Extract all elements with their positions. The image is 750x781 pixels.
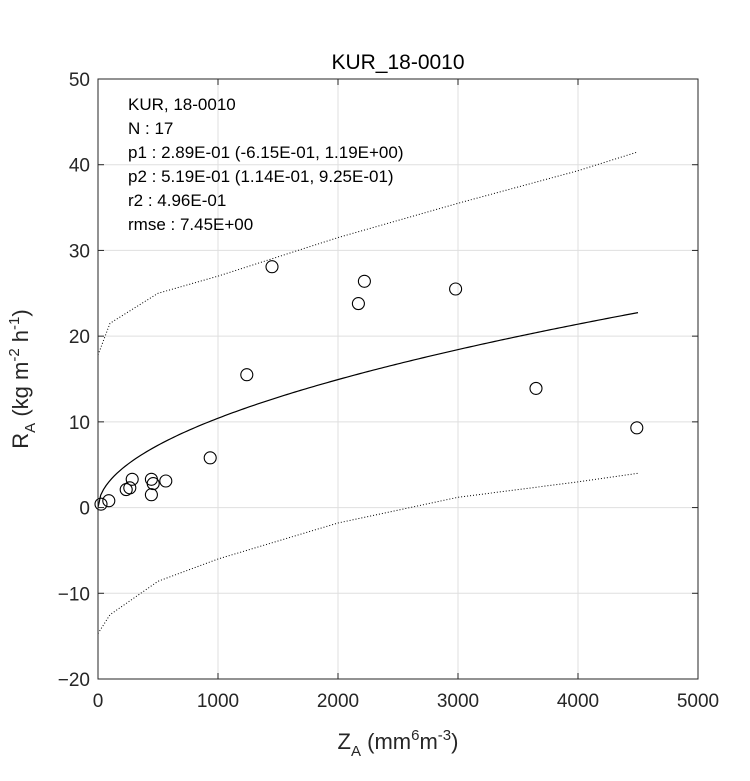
plot-frame xyxy=(97,78,699,680)
data-point xyxy=(529,381,543,395)
fit-line xyxy=(97,312,639,508)
stat-line-p1: p1 : 2.89E-01 (-6.15E-01, 1.19E+00) xyxy=(128,143,404,162)
stat-line-station: KUR, 18-0010 xyxy=(128,95,236,114)
data-point xyxy=(144,488,158,502)
data-point xyxy=(265,260,279,274)
y-tick-label: 20 xyxy=(69,327,90,348)
data-point xyxy=(123,481,137,495)
y-tick-label: 50 xyxy=(69,70,90,91)
stats-box: KUR, 18-0010 N : 17 p1 : 2.89E-01 (-6.15… xyxy=(128,95,404,234)
data-points xyxy=(94,260,644,511)
x-label-sub: A xyxy=(351,743,361,760)
data-point xyxy=(146,477,160,491)
confidence-lower-curve xyxy=(97,472,639,634)
y-label-unit-close: ) xyxy=(8,309,33,316)
x-axis-ticks: 0 1000 2000 3000 4000 5000 xyxy=(93,79,719,712)
y-label-unit-open: (kg m xyxy=(8,362,33,423)
x-tick-label: 0 xyxy=(93,691,104,712)
y-tick-label: −20 xyxy=(58,670,90,691)
y-tick-label: 40 xyxy=(69,156,90,177)
data-point xyxy=(357,274,371,288)
x-tick-label: 1000 xyxy=(197,691,239,712)
y-label-main: R xyxy=(8,433,33,449)
data-point xyxy=(102,494,116,508)
y-label-sup2: -1 xyxy=(6,317,23,330)
confidence-upper-curve xyxy=(97,151,639,356)
x-axis-label: ZA (mm6m-3) xyxy=(338,727,459,760)
data-point xyxy=(449,282,463,296)
y-tick-label: 0 xyxy=(79,499,90,520)
chart-title: KUR_18-0010 xyxy=(331,51,464,74)
x-tick-label: 3000 xyxy=(437,691,479,712)
y-label-unit-mid: h xyxy=(8,330,33,348)
y-label-sub: A xyxy=(22,423,39,433)
stat-line-rmse: rmse : 7.45E+00 xyxy=(128,215,253,234)
x-label-unit-open: (mm xyxy=(361,729,411,754)
x-label-unit-mid: m xyxy=(419,729,437,754)
data-point xyxy=(203,451,217,465)
data-point xyxy=(94,497,108,511)
x-label-sup2: -3 xyxy=(438,727,451,744)
data-point xyxy=(125,472,139,486)
x-label-main: Z xyxy=(338,729,351,754)
ci-lower-line xyxy=(97,472,639,634)
x-label-sup1: 6 xyxy=(411,727,419,744)
y-tick-label: 10 xyxy=(69,413,90,434)
y-tick-label: −10 xyxy=(58,584,90,605)
y-axis-label: RA (kg m-2 h-1) xyxy=(6,309,39,448)
x-tick-label: 4000 xyxy=(557,691,599,712)
fit-curve xyxy=(97,312,639,508)
x-tick-label: 2000 xyxy=(317,691,359,712)
data-point xyxy=(351,297,365,311)
stat-line-n: N : 17 xyxy=(128,119,173,138)
ci-upper-line xyxy=(97,151,639,356)
data-point xyxy=(240,368,254,382)
y-label-sup1: -2 xyxy=(6,348,23,361)
data-point xyxy=(630,421,644,435)
data-point xyxy=(159,474,173,488)
x-tick-label: 5000 xyxy=(677,691,719,712)
y-tick-label: 30 xyxy=(69,241,90,262)
stat-line-p2: p2 : 5.19E-01 (1.14E-01, 9.25E-01) xyxy=(128,167,394,186)
x-label-unit-close: ) xyxy=(451,729,458,754)
y-axis-ticks: −20 −10 0 10 20 30 40 50 xyxy=(58,70,698,691)
stat-line-r2: r2 : 4.96E-01 xyxy=(128,191,226,210)
